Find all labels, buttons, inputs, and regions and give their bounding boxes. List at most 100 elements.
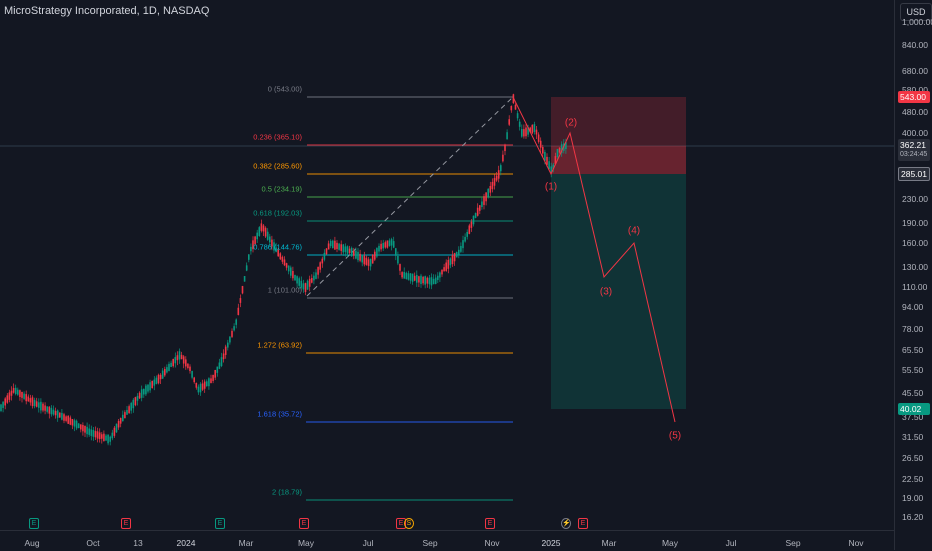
candle-body [388,240,391,246]
fib-trendline [306,96,514,297]
candle-body [90,429,93,436]
candle-body [395,248,397,256]
fib-label: 1 (101.00) [267,285,302,295]
event-badge[interactable]: E [299,518,309,529]
time-tick: Sep [422,538,438,548]
event-badge[interactable]: E [121,518,131,529]
candle-body [182,356,185,364]
candle-body [281,256,284,262]
candle-body [416,274,418,283]
candle-body [119,417,122,424]
candle-body [546,156,548,165]
fib-retracement [306,96,514,501]
chart-title: MicroStrategy Incorporated, 1D, NASDAQ [4,5,210,17]
candle-body [556,148,559,157]
time-tick: 13 [133,538,143,548]
price-tick: 190.00 [902,218,928,228]
candle-body [157,374,160,384]
event-badge[interactable]: E [29,518,39,529]
time-axis[interactable] [0,530,894,551]
candle-body [302,283,305,290]
candle-body [8,392,11,400]
candle-body [164,369,166,376]
wave-path [512,96,676,423]
price-tick: 65.50 [902,345,924,355]
price-tag-low: 40.02 [898,403,930,415]
candle-body [216,366,219,373]
fib-label: 0.236 (365.10) [253,132,302,142]
candle-body [256,232,258,240]
price-tick: 580.00 [902,85,928,95]
candle-body [367,259,370,266]
candle-body [405,272,408,279]
candle-body [317,266,319,275]
candle-body [285,263,288,268]
bar-countdown: 03:24:45 [900,151,928,158]
candle-body [439,272,441,278]
price-tag-high: 543.00 [898,91,930,103]
time-tick: Nov [848,538,864,548]
candle-body [271,239,273,247]
candle-body [4,398,6,406]
price-tick: 840.00 [902,40,928,50]
candle-body [25,394,27,402]
candle-body [376,247,378,257]
price-axis[interactable] [894,0,932,550]
candle-body [294,274,296,281]
candle-body [111,432,114,439]
candle-body [59,412,61,418]
candle-body [472,215,475,225]
candle-body [262,225,265,232]
candle-body [197,386,200,393]
candle-body [134,397,137,406]
fib-label: 0.5 (234.19) [261,184,302,194]
price-tag-current: 362.21 03:24:45 [898,139,930,161]
candle-body [145,385,147,395]
candle-body [437,275,439,280]
candle-body [191,370,193,378]
candle-body [54,410,57,416]
candle-body [199,383,202,393]
price-tick: 55.50 [902,365,924,375]
candle-body [369,258,372,267]
candle-body [40,401,42,411]
candle-body [176,355,179,361]
event-badge[interactable]: ⚡ [561,518,571,529]
candle-body [206,381,208,386]
candle-body [138,392,141,399]
time-tick: Jul [362,538,374,548]
candle-body [378,245,380,252]
candle-body [266,231,269,240]
candle-body [552,164,555,170]
candle-body [258,227,261,236]
time-tick: May [661,538,679,548]
candle-body [424,276,426,285]
candle-body [38,402,40,408]
candle-body [212,374,214,381]
candle-body [168,363,170,371]
candle-body [466,231,468,237]
candle-body [525,127,527,137]
candle-body [279,253,282,260]
event-badge[interactable]: E [215,518,225,529]
candle-body [241,286,244,294]
event-badge[interactable]: E [578,518,588,529]
price-tick: 110.00 [902,282,928,292]
candle-body [434,277,437,284]
event-badge[interactable]: S [404,518,414,529]
candle-body [458,249,460,255]
candle-body [96,431,99,439]
time-tick: May [297,538,315,548]
fib-label: 0.786 (144.76) [253,242,302,252]
candle-body [117,420,120,428]
candle-body [170,362,172,368]
candle-body [210,378,212,384]
candle-body [50,407,53,415]
candle-body [67,415,69,424]
stop-zone-upper [551,97,686,146]
event-badge[interactable]: E [485,518,495,529]
fib-label: 0 (543.00) [267,84,302,94]
candle-body [409,273,412,281]
chart-canvas[interactable] [0,0,894,530]
candle-body [187,363,189,368]
